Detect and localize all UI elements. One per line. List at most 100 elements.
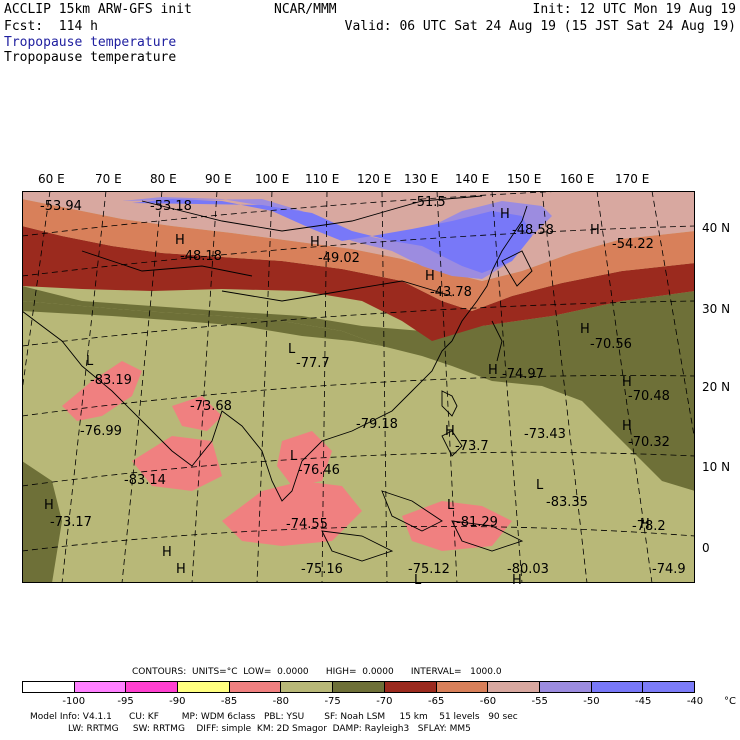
value-label: -74.9 xyxy=(652,562,686,577)
legend-tick: -65 xyxy=(427,696,445,707)
forecast-hour: Fcst: 114 h xyxy=(4,19,98,34)
legend-swatch xyxy=(333,682,385,692)
high-marker: H xyxy=(162,545,172,560)
lon-label: 100 E xyxy=(255,172,290,186)
lon-label: 130 E xyxy=(404,172,439,186)
lon-label: 70 E xyxy=(95,172,122,186)
variable-title-shaded: Tropopause temperature xyxy=(4,35,177,50)
field-salmon-1 xyxy=(62,361,142,421)
legend-swatch xyxy=(126,682,179,692)
variable-title-contour: Tropopause temperature xyxy=(4,50,177,65)
value-label: -48.18 xyxy=(180,249,222,264)
field-salmon-5 xyxy=(402,501,512,551)
high-marker: H xyxy=(512,573,522,588)
field-salmon-2 xyxy=(132,436,222,491)
legend-swatch xyxy=(281,682,334,692)
value-label: -70.56 xyxy=(590,337,632,352)
value-label: -77.7 xyxy=(296,356,330,371)
legend-tick: -85 xyxy=(220,696,238,707)
value-label: -83.14 xyxy=(124,473,166,488)
legend-swatch xyxy=(384,682,437,692)
map-canvas xyxy=(22,191,695,583)
low-marker: L xyxy=(288,342,296,357)
low-marker: L xyxy=(447,498,455,513)
high-marker: H xyxy=(44,498,54,513)
lon-label: 60 E xyxy=(38,172,65,186)
legend-tick: -55 xyxy=(531,696,548,707)
value-label: -80.03 xyxy=(507,562,549,577)
value-label: -79.18 xyxy=(356,417,398,432)
legend-tick: -75 xyxy=(324,696,341,707)
value-label: -70.48 xyxy=(628,389,670,404)
graticule xyxy=(22,191,695,583)
value-label: -78.2 xyxy=(632,519,666,534)
high-marker: H xyxy=(622,419,632,434)
field-brown xyxy=(22,226,695,341)
value-label: -81.29 xyxy=(456,515,498,530)
color-legend xyxy=(22,681,695,693)
legend-tick: -40 xyxy=(686,696,704,707)
lon-label: 80 E xyxy=(150,172,177,186)
legend-swatch xyxy=(643,682,694,692)
legend-tick: -60 xyxy=(479,696,497,707)
value-label: -73.7 xyxy=(455,439,489,454)
low-marker: L xyxy=(536,478,544,493)
low-marker: L xyxy=(414,573,422,588)
high-marker: H xyxy=(425,269,435,284)
legend-tick: -90 xyxy=(169,696,186,707)
lon-label: 160 E xyxy=(560,172,595,186)
legend-tick: -80 xyxy=(272,696,290,707)
high-marker: H xyxy=(580,322,590,337)
field-dark-olive xyxy=(22,286,695,491)
field-salmon-3 xyxy=(222,481,362,546)
legend-swatch xyxy=(591,682,644,692)
legend-swatch xyxy=(229,682,282,692)
field-dark-olive-west xyxy=(22,461,62,583)
high-marker: H xyxy=(590,223,600,238)
value-label: -74.97 xyxy=(502,367,544,382)
field-orange xyxy=(22,199,695,311)
high-marker: H xyxy=(640,517,650,532)
value-label: -73.68 xyxy=(190,399,232,414)
legend-swatch xyxy=(488,682,540,692)
legend-swatch xyxy=(23,682,75,692)
value-label: -51.5 xyxy=(412,195,446,210)
lat-label: 10 N xyxy=(702,460,731,474)
value-label: -83.19 xyxy=(90,373,132,388)
model-title: ACCLIP 15km ARW-GFS init xyxy=(4,2,192,17)
lat-label: 30 N xyxy=(702,302,731,316)
value-label: -74.55 xyxy=(286,517,328,532)
contours-info: CONTOURS: UNITS=°C LOW= 0.0000 HIGH= 0.0… xyxy=(132,667,502,677)
model-info-line1: Model Info: V4.1.1 CU: KF MP: WDM 6class… xyxy=(30,712,518,722)
value-label: -75.16 xyxy=(301,562,343,577)
value-label: -53.94 xyxy=(40,199,82,214)
init-time: Init: 12 UTC Mon 19 Aug 19 xyxy=(532,2,737,17)
value-label: -48.58 xyxy=(512,223,554,238)
value-label: -75.12 xyxy=(408,562,450,577)
value-label: -76.99 xyxy=(80,424,122,439)
high-marker: H xyxy=(500,207,510,222)
lon-label: 170 E xyxy=(615,172,650,186)
coastlines xyxy=(22,195,533,562)
lon-label: 150 E xyxy=(507,172,542,186)
value-label: -73.17 xyxy=(50,515,92,530)
value-label: -49.02 xyxy=(318,251,360,266)
value-label: -83.35 xyxy=(546,495,588,510)
lon-label: 90 E xyxy=(205,172,232,186)
value-label: -73.43 xyxy=(524,427,566,442)
legend-swatch xyxy=(74,682,127,692)
field-blue xyxy=(132,199,532,273)
high-marker: H xyxy=(488,363,498,378)
value-label: -53.18 xyxy=(150,199,192,214)
high-marker: H xyxy=(445,424,455,439)
low-marker: L xyxy=(86,354,94,369)
low-marker: L xyxy=(290,449,298,464)
lon-label: 140 E xyxy=(455,172,490,186)
legend-tick: -95 xyxy=(117,696,134,707)
lat-label: 0 xyxy=(702,541,710,555)
high-marker: H xyxy=(310,235,320,250)
legend-swatch xyxy=(178,682,230,692)
value-label: -54.22 xyxy=(612,237,654,252)
legend-tick: -45 xyxy=(635,696,652,707)
legend-tick: °C xyxy=(724,696,736,707)
